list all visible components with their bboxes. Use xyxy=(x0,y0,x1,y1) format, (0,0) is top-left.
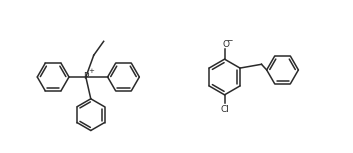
Text: P: P xyxy=(83,71,89,80)
Text: Cl: Cl xyxy=(220,105,229,114)
Text: −: − xyxy=(226,36,233,45)
Text: +: + xyxy=(88,68,94,74)
Text: O: O xyxy=(222,40,229,49)
